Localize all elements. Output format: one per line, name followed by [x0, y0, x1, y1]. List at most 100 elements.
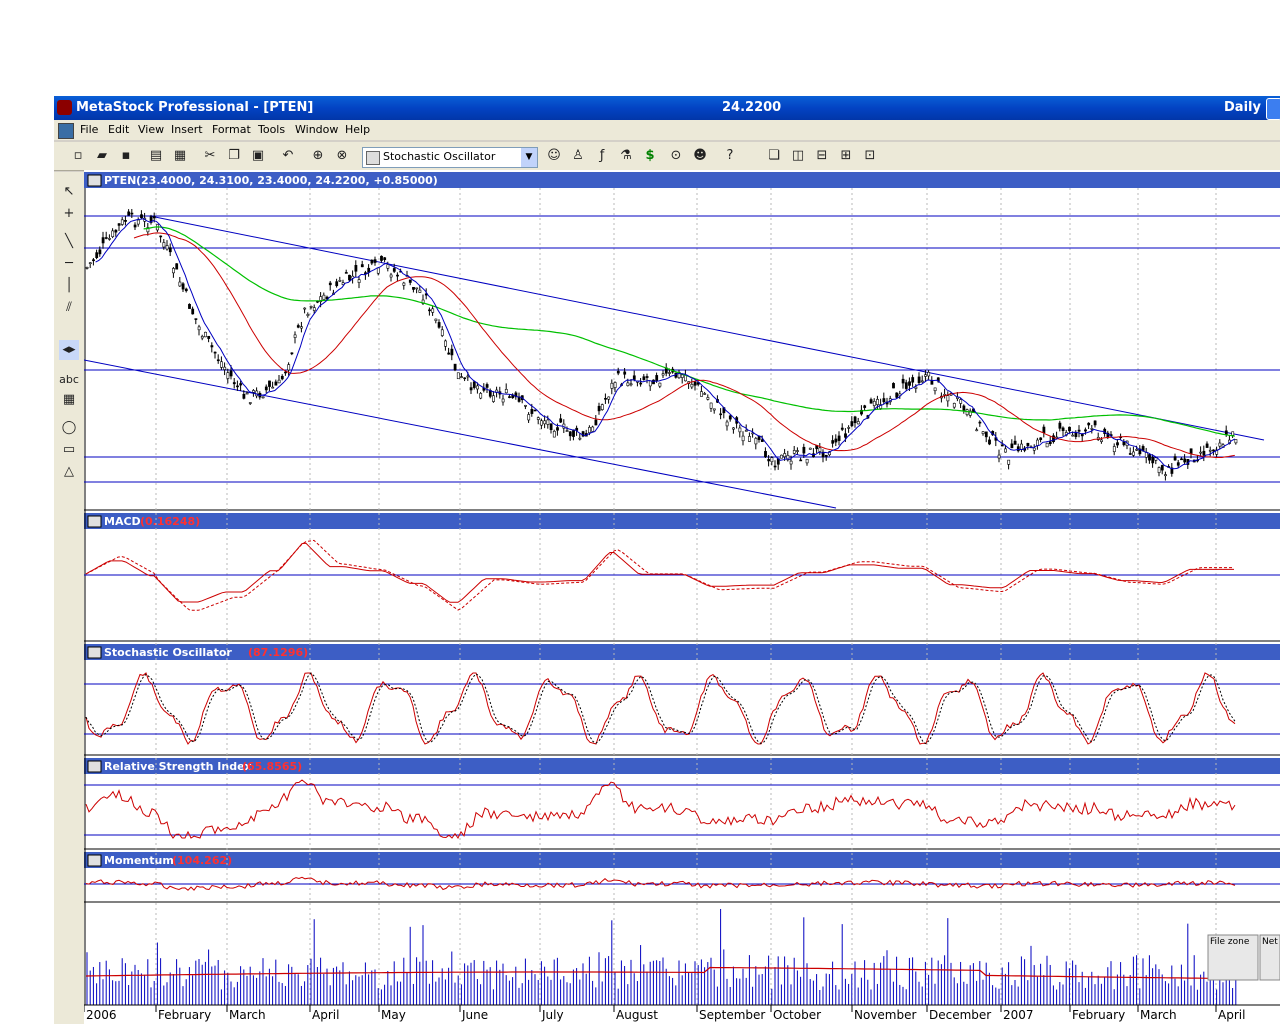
tile-horizontal-icon[interactable]: ⊟ [816, 148, 828, 163]
price-pane-header[interactable] [84, 172, 1280, 188]
candle-body [152, 216, 156, 219]
print-preview-icon[interactable]: ▦ [173, 148, 187, 163]
candle-body [408, 279, 412, 283]
pane-menu-icon[interactable] [87, 174, 102, 187]
stochastic-pane[interactable]: Stochastic Oscillator (87.1296) [84, 644, 1280, 660]
periodicity-label[interactable]: Daily [1224, 100, 1261, 115]
indicator-select[interactable]: Stochastic Oscillator ▼ [362, 147, 538, 168]
menu-help[interactable]: Help [345, 123, 371, 136]
undo-icon[interactable]: ↶ [282, 148, 294, 163]
macd-signal-line[interactable] [85, 539, 1234, 611]
net-zone-box[interactable] [1259, 934, 1280, 981]
candle-body [232, 382, 236, 385]
cut-icon[interactable]: ✂ [204, 148, 216, 163]
candle-body [712, 408, 716, 411]
binoculars-icon[interactable]: ⊙ [670, 148, 682, 163]
candle-body [1058, 422, 1062, 429]
menu-window[interactable]: Window [295, 123, 339, 136]
zoom-icon[interactable]: ⊗ [336, 148, 348, 163]
chart-svg[interactable]: PTEN (23.4000, 24.3100, 23.4000, 24.2200… [83, 170, 1280, 1024]
cycle-lines-icon[interactable]: ⫽ [66, 300, 72, 315]
macd-line[interactable] [85, 542, 1234, 603]
cascade-icon[interactable]: ❏ [768, 148, 780, 163]
layout-icon[interactable]: ⊡ [864, 148, 876, 163]
price-pane[interactable]: PTEN (23.4000, 24.3100, 23.4000, 24.2200… [84, 172, 1280, 188]
print-icon[interactable]: ▤ [149, 148, 163, 163]
tile-vertical-icon[interactable]: ◫ [791, 148, 805, 163]
app-icon[interactable] [57, 100, 72, 115]
expert-advisor-icon[interactable]: ☺ [547, 148, 561, 163]
rsi-line[interactable] [85, 779, 1236, 839]
paste-icon[interactable]: ▣ [251, 148, 265, 163]
menu-tools[interactable]: Tools [258, 123, 286, 136]
vertical-line-icon[interactable]: │ [65, 278, 73, 293]
scroll-icon[interactable]: ◂▸ [59, 340, 79, 360]
candle-body [428, 309, 431, 312]
candle-body [892, 383, 895, 389]
title-bar[interactable]: MetaStock Professional - [PTEN] 24.2200 … [54, 96, 1280, 120]
candle-body [946, 395, 950, 402]
minimize-icon[interactable] [1266, 98, 1280, 120]
menu-format[interactable]: Format [212, 123, 251, 136]
macd-pane[interactable]: MACD (0.16248) [84, 513, 1280, 529]
tile-grid-icon[interactable]: ⊞ [840, 148, 852, 163]
pane-menu-icon[interactable] [87, 854, 102, 867]
candle-body [1026, 442, 1030, 447]
save-icon[interactable]: ▪ [121, 148, 131, 163]
chart-area[interactable]: PTEN (23.4000, 24.3100, 23.4000, 24.2200… [83, 170, 1280, 1024]
upper-trendline[interactable] [149, 215, 1265, 441]
table-icon[interactable]: ▦ [62, 392, 76, 407]
new-icon[interactable]: ▫ [73, 148, 83, 163]
macd-pane-header[interactable] [84, 513, 1280, 529]
crosshair-icon[interactable]: ⊕ [312, 148, 324, 163]
menu-view[interactable]: View [138, 123, 165, 136]
moving-average-short[interactable] [95, 218, 1236, 470]
pane-menu-icon[interactable] [87, 760, 102, 773]
volume-moving-average[interactable] [85, 966, 1232, 980]
explorer-icon[interactable]: ♙ [572, 148, 584, 163]
stochastic-k-line[interactable] [85, 672, 1236, 745]
triangle-icon[interactable]: △ [64, 464, 74, 479]
candle-body [783, 453, 787, 458]
x-axis-label: February [158, 1008, 211, 1022]
trendline-icon[interactable]: ╲ [65, 234, 73, 249]
lower-trendline[interactable] [83, 359, 837, 509]
text-tool[interactable]: abc [59, 373, 79, 386]
rsi-pane-header[interactable] [84, 758, 1280, 774]
rsi-pane[interactable]: Relative Strength Index (65.8565) [84, 758, 1280, 774]
ellipse-icon[interactable]: ◯ [61, 420, 77, 435]
pane-menu-icon[interactable] [87, 515, 102, 528]
stochastic-d-line[interactable] [85, 672, 1236, 745]
candle-body [389, 274, 393, 278]
candle-body [146, 227, 150, 233]
rectangle-icon[interactable]: ▭ [62, 442, 76, 457]
copy-icon[interactable]: ❐ [228, 148, 240, 163]
momentum-pane[interactable]: Momentum (104.262) [84, 852, 1280, 868]
people-icon[interactable]: ☻ [693, 148, 707, 163]
stochastic-pane-header[interactable] [84, 644, 1280, 660]
chevron-down-icon[interactable]: ▼ [521, 148, 537, 167]
crosshair-icon[interactable]: + [63, 206, 75, 221]
open-icon[interactable]: ▰ [97, 148, 107, 163]
file-zone-box[interactable] [1207, 934, 1259, 981]
momentum-line[interactable] [85, 876, 1236, 891]
candle-body [632, 375, 636, 380]
candle-body [181, 283, 185, 290]
help-icon[interactable]: ? [726, 148, 734, 163]
document-icon[interactable] [58, 123, 74, 139]
pane-menu-icon[interactable] [87, 646, 102, 659]
horizontal-line-icon[interactable]: ─ [65, 256, 73, 271]
candle-body [869, 399, 873, 404]
candle-body [287, 364, 291, 371]
indicator-builder-icon[interactable]: ƒ [599, 148, 605, 163]
moving-average-medium[interactable] [133, 232, 1235, 459]
menu-edit[interactable]: Edit [108, 123, 130, 136]
menu-file[interactable]: File [80, 123, 99, 136]
moving-average-long[interactable] [143, 226, 1235, 437]
momentum-pane-header[interactable] [84, 852, 1280, 868]
dollar-icon[interactable]: $ [645, 148, 655, 163]
menu-insert[interactable]: Insert [171, 123, 203, 136]
system-tester-icon[interactable]: ⚗ [620, 148, 632, 163]
pointer-icon[interactable]: ↖ [63, 184, 75, 199]
candle-body [703, 393, 707, 395]
